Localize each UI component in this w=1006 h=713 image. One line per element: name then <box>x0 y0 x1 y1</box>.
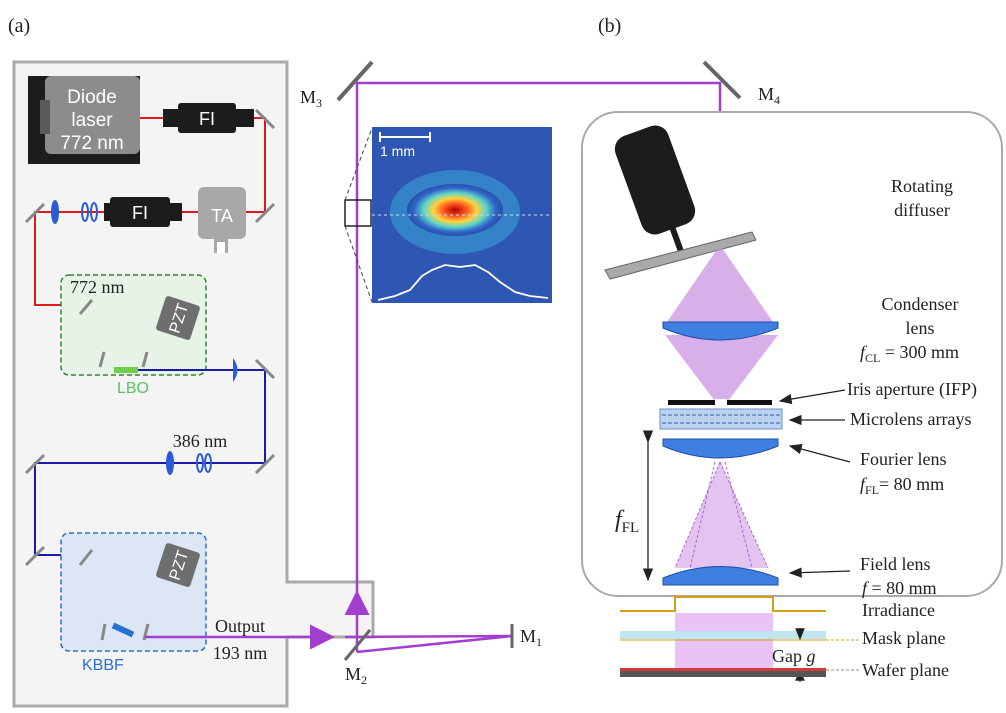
pzt-2: PZT <box>156 543 200 587</box>
mirror <box>254 453 276 475</box>
waveplate <box>196 453 204 473</box>
laser-line1: Diode <box>67 87 117 108</box>
beam-profile-inset: 1 mm <box>344 127 552 303</box>
m3-label: M3 <box>300 87 322 110</box>
mirror-m3 <box>336 60 374 102</box>
gap-label: Gap g <box>772 646 816 666</box>
pzt-1: PZT <box>156 296 200 340</box>
mirror <box>78 299 94 315</box>
light-cone <box>665 335 778 405</box>
mirror <box>78 549 94 566</box>
tapered-amplifier: TA <box>198 187 246 253</box>
mirror <box>254 108 276 130</box>
panel-label-b: (b) <box>598 15 621 37</box>
m1-label: M1 <box>520 626 542 649</box>
mirror <box>24 453 46 475</box>
irradiance-profile <box>620 596 826 612</box>
ffl-label: fFL <box>615 507 639 536</box>
wafer-resist <box>620 668 826 671</box>
ta-label: TA <box>211 206 233 226</box>
output-label: Output <box>215 616 265 636</box>
inset-connector <box>344 225 373 303</box>
fourier-label: Fourier lens <box>860 449 946 469</box>
panel-label-a: (a) <box>8 15 30 37</box>
mask-plane <box>620 631 826 639</box>
m4-label: M4 <box>758 84 780 107</box>
inset-marker-box <box>344 199 372 227</box>
light-cone <box>665 245 775 325</box>
mirror <box>142 623 150 641</box>
waveplate <box>90 202 98 222</box>
mirror <box>24 202 46 224</box>
exposure-beam <box>675 613 773 673</box>
inset-connector <box>344 127 373 201</box>
rotating-diffuser <box>604 231 757 280</box>
mirror-m4 <box>702 60 742 100</box>
condenser-label-1: Condenser <box>882 294 959 314</box>
irradiance-label: Irradiance <box>862 600 935 620</box>
iris-label: Iris aperture (IFP) <box>847 379 977 400</box>
faraday-isolator-2: FI <box>104 197 182 227</box>
m2-label: M2 <box>345 664 367 687</box>
field-label: Field lens <box>860 554 931 574</box>
fourier-lens <box>662 438 779 459</box>
fi2-label: FI <box>132 203 148 223</box>
beam-spot <box>407 184 503 236</box>
mirror-m2 <box>343 629 372 661</box>
lbo-label: LBO <box>117 380 149 397</box>
scale-label: 1 mm <box>380 143 415 159</box>
condenser-lens <box>662 321 779 341</box>
mirror <box>254 358 276 380</box>
field-lens <box>662 566 779 586</box>
diode-laser: Diode laser 772 nm <box>28 76 140 164</box>
laser-line2: laser <box>71 110 113 131</box>
condenser-label-2: lens <box>906 318 935 338</box>
waveplate <box>204 453 212 473</box>
fi1-label: FI <box>199 109 215 129</box>
lens <box>233 358 238 382</box>
lbo-crystal <box>114 367 138 373</box>
faraday-isolator-1: FI <box>163 103 254 133</box>
condenser-focal: fCL = 300 mm <box>860 342 959 365</box>
mirror <box>98 351 106 368</box>
mirror <box>254 202 276 224</box>
kbbf-crystal <box>111 622 135 638</box>
lens <box>166 451 174 475</box>
waveplate <box>81 202 89 222</box>
output-wavelength-label: 193 nm <box>213 643 268 663</box>
laser-line3: 772 nm <box>60 133 123 154</box>
mask-label: Mask plane <box>862 628 945 648</box>
wavelength-386-label: 386 nm <box>173 431 228 451</box>
diffuser-motor <box>614 125 696 257</box>
wafer-label: Wafer plane <box>862 660 949 680</box>
mirror <box>141 351 149 368</box>
mla-label: Microlens arrays <box>850 409 971 429</box>
wafer-plane <box>620 671 826 677</box>
kbbf-label: KBBF <box>82 657 124 674</box>
lens <box>51 200 59 224</box>
mirror <box>24 545 46 567</box>
diffuser-label-2: diffuser <box>894 200 950 220</box>
beam-line-profile <box>377 264 549 301</box>
wavelength-772-label: 772 nm <box>70 277 125 297</box>
fourier-focal: fFL= 80 mm <box>860 474 944 497</box>
field-focal: f = 80 mm <box>862 578 937 598</box>
mirror <box>100 623 107 641</box>
diffuser-label-1: Rotating <box>891 176 953 196</box>
microlens-arrays <box>659 408 783 430</box>
homogenizer-enclosure <box>581 111 1003 597</box>
